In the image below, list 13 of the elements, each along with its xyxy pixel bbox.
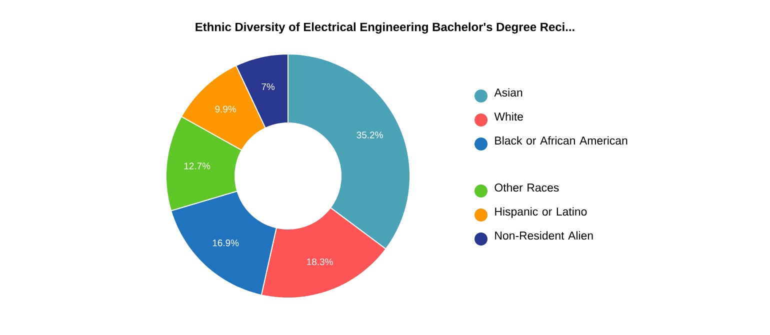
data-label: 12.7% <box>184 162 210 170</box>
data-label: 18.3% <box>307 258 333 266</box>
legend-label: Asian <box>494 88 522 97</box>
data-label: 7% <box>262 83 275 90</box>
data-label: 9.9% <box>215 106 236 112</box>
chart-title: Ethnic Diversity of Electrical Engineering Bachelor's Degree Reci... <box>196 22 574 34</box>
data-label: 35.2% <box>356 132 383 138</box>
legend-label: Hispanic or Latino <box>495 207 587 218</box>
legend-label: White <box>494 112 523 121</box>
data-label: 16.9% <box>212 240 239 246</box>
legend-label: Non-Resident Alien <box>495 231 593 240</box>
legend-label: Other Races <box>494 183 559 192</box>
legend-label: Black or African American <box>495 136 628 145</box>
